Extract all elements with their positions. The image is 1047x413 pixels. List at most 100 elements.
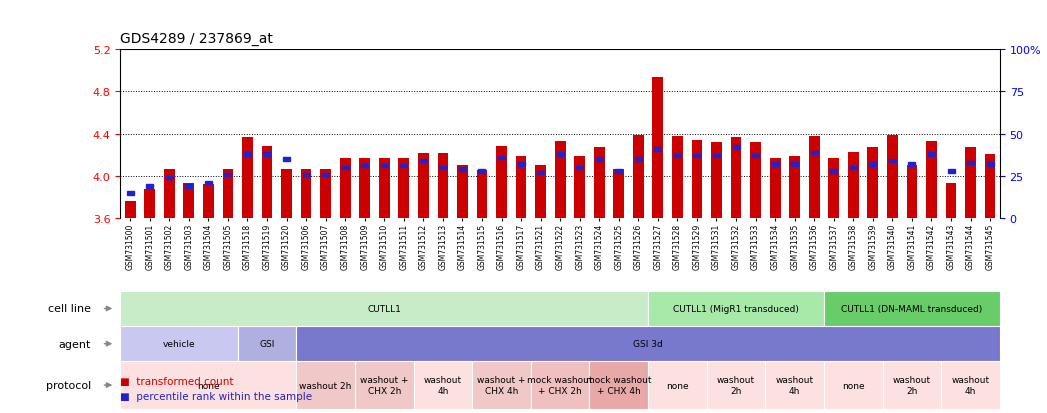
Bar — [282, 169, 292, 219]
Bar — [555, 142, 565, 219]
Bar — [341, 166, 349, 170]
Text: CUTLL1 (DN-MAML transduced): CUTLL1 (DN-MAML transduced) — [842, 304, 982, 313]
Bar — [223, 169, 233, 219]
Text: protocol: protocol — [46, 380, 91, 390]
Bar — [889, 159, 896, 163]
Bar — [869, 163, 876, 166]
Bar — [459, 168, 466, 171]
Bar — [594, 148, 604, 219]
Bar — [634, 158, 642, 161]
Bar — [262, 147, 272, 219]
Text: washout +
CHX 2h: washout + CHX 2h — [360, 375, 408, 395]
Bar — [751, 142, 761, 219]
Bar — [941, 361, 1000, 409]
Bar — [654, 148, 662, 151]
Bar — [633, 135, 644, 219]
Bar — [828, 159, 839, 219]
Text: none: none — [666, 381, 689, 389]
Bar — [830, 170, 838, 173]
Bar — [379, 159, 389, 219]
Bar — [203, 185, 214, 219]
Bar — [414, 361, 472, 409]
Bar — [792, 163, 798, 166]
Bar — [883, 361, 941, 409]
Bar — [848, 152, 859, 219]
Bar — [458, 166, 468, 219]
Bar — [927, 142, 937, 219]
Bar — [887, 135, 897, 219]
Bar — [752, 154, 759, 158]
Bar — [496, 147, 507, 219]
Bar — [945, 184, 956, 219]
Bar — [264, 153, 270, 156]
Bar — [824, 361, 883, 409]
Bar — [244, 153, 251, 156]
Bar — [399, 159, 409, 219]
Bar — [693, 154, 700, 158]
Bar — [147, 185, 153, 188]
Bar — [381, 165, 387, 168]
Text: washout
2h: washout 2h — [717, 375, 755, 395]
Bar — [909, 163, 915, 166]
Bar — [125, 202, 135, 219]
Bar — [965, 148, 976, 219]
Text: none: none — [197, 381, 220, 389]
Bar — [731, 138, 741, 219]
Bar — [575, 157, 585, 219]
Text: washout 2h: washout 2h — [299, 381, 352, 389]
Text: CUTLL1: CUTLL1 — [367, 304, 401, 313]
Text: washout
4h: washout 4h — [776, 375, 814, 395]
Bar — [531, 361, 589, 409]
Bar — [589, 361, 648, 409]
Bar — [648, 361, 707, 409]
Text: washout
2h: washout 2h — [893, 375, 931, 395]
Bar — [183, 184, 194, 219]
Bar — [498, 156, 505, 159]
Text: agent: agent — [59, 339, 91, 349]
Bar — [557, 153, 563, 156]
Bar — [648, 291, 824, 326]
Bar — [320, 169, 331, 219]
Bar — [517, 163, 525, 166]
Bar — [516, 157, 527, 219]
Text: GSI 3d: GSI 3d — [633, 339, 663, 348]
Bar — [537, 171, 544, 175]
Text: CUTLL1 (MigR1 transduced): CUTLL1 (MigR1 transduced) — [673, 304, 799, 313]
Bar — [674, 154, 681, 158]
Bar — [355, 361, 414, 409]
Text: vehicle: vehicle — [162, 339, 196, 348]
Bar — [672, 136, 683, 219]
Bar — [711, 142, 721, 219]
Bar — [165, 176, 173, 180]
Bar — [322, 173, 329, 177]
Bar — [340, 159, 351, 219]
Bar — [242, 138, 252, 219]
Bar — [120, 326, 238, 361]
Text: cell line: cell line — [48, 304, 91, 314]
Bar — [616, 170, 622, 173]
Bar — [596, 158, 603, 161]
Bar — [185, 185, 193, 188]
Bar — [576, 166, 583, 170]
Bar — [476, 170, 487, 219]
Bar — [283, 158, 290, 161]
Text: mock washout
+ CHX 4h: mock washout + CHX 4h — [586, 375, 651, 395]
Bar — [361, 165, 369, 168]
Text: GDS4289 / 237869_at: GDS4289 / 237869_at — [120, 31, 273, 45]
Bar — [472, 361, 531, 409]
Bar — [300, 169, 311, 219]
Bar — [205, 182, 211, 185]
Bar — [438, 153, 448, 219]
Text: ■  percentile rank within the sample: ■ percentile rank within the sample — [120, 391, 313, 401]
Bar — [850, 166, 856, 170]
Bar — [765, 361, 824, 409]
Text: washout +
CHX 4h: washout + CHX 4h — [477, 375, 526, 395]
Bar — [692, 140, 703, 219]
Bar — [478, 170, 486, 173]
Text: GSI: GSI — [260, 339, 274, 348]
Bar — [418, 153, 428, 219]
Bar — [772, 163, 779, 166]
Bar — [120, 361, 296, 409]
Bar — [127, 192, 134, 195]
Bar — [359, 159, 370, 219]
